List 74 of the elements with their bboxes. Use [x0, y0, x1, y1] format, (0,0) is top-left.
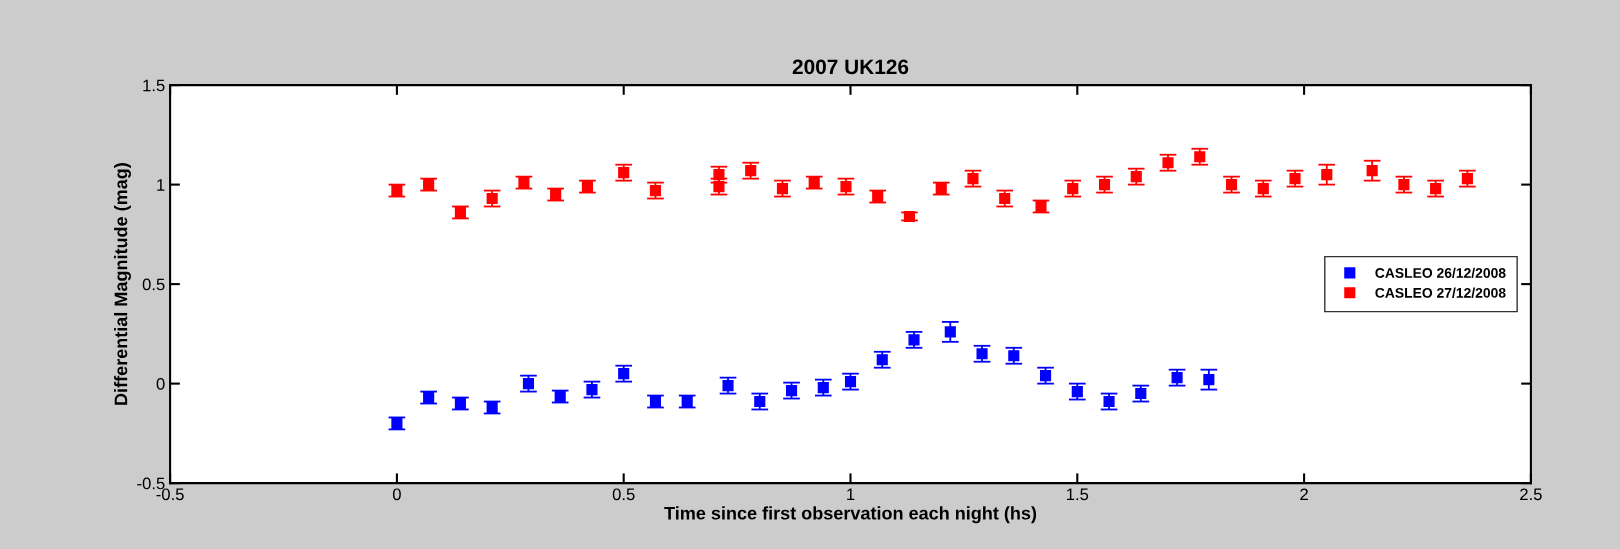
point: [1067, 183, 1079, 195]
y-tick-label: 1: [157, 179, 165, 191]
point: [967, 173, 979, 185]
point: [423, 391, 435, 404]
point: [618, 167, 630, 179]
chart-title: 2007 UK126: [792, 59, 909, 75]
point: [1171, 372, 1183, 384]
point: [776, 183, 789, 195]
point: [649, 185, 662, 197]
point: [518, 177, 530, 189]
x-tick-label: 1: [847, 488, 855, 501]
point: [454, 206, 466, 219]
point: [1257, 183, 1269, 195]
point: [522, 378, 535, 390]
point: [486, 401, 498, 414]
point: [1162, 157, 1174, 169]
y-tick-label: -0.5: [137, 477, 165, 490]
point: [1008, 350, 1020, 362]
point: [844, 376, 857, 388]
x-axis-title: Time since first observation each night (hs): [664, 506, 1037, 524]
point: [935, 183, 947, 195]
point: [581, 181, 593, 193]
point: [1366, 165, 1378, 177]
point: [1103, 395, 1115, 408]
y-tick-label: 0.5: [142, 278, 165, 291]
point: [1461, 173, 1473, 185]
point: [391, 185, 403, 197]
legend-label: CASLEO 26/12/2008: [1375, 267, 1506, 279]
point: [999, 192, 1011, 205]
point: [713, 181, 725, 193]
point: [944, 326, 956, 338]
y-tick-label: 0: [156, 378, 165, 390]
point: [586, 384, 598, 396]
point: [908, 334, 920, 346]
point: [486, 192, 498, 205]
point: [454, 397, 466, 410]
x-tick-label: 2.5: [1520, 488, 1542, 501]
point: [681, 395, 693, 408]
point: [1225, 179, 1238, 191]
x-tick-label: 0.5: [612, 488, 635, 501]
point: [808, 177, 820, 189]
point: [754, 395, 766, 408]
point: [745, 165, 757, 177]
y-axis-title: Differential Magnitude (mag): [114, 163, 131, 405]
point: [1098, 179, 1111, 191]
point: [1130, 171, 1142, 183]
point: [1321, 169, 1333, 181]
x-tick-label: 2: [1300, 488, 1308, 501]
legend-label: CASLEO 27/12/2008: [1375, 287, 1506, 298]
point: [1398, 179, 1410, 191]
y-tick-label: 1.5: [143, 79, 165, 92]
point: [817, 382, 829, 394]
point: [785, 385, 798, 397]
point: [872, 190, 884, 203]
point: [1194, 151, 1206, 163]
point: [876, 354, 888, 366]
point: [722, 380, 734, 392]
point: [1289, 173, 1301, 185]
point: [554, 390, 566, 403]
point: [618, 368, 630, 380]
point: [423, 179, 435, 191]
point: [550, 188, 562, 201]
point: [713, 169, 725, 181]
x-tick-label: 0: [392, 488, 401, 501]
point: [1203, 374, 1215, 386]
point: [1035, 200, 1047, 213]
point: [1135, 388, 1147, 400]
point: [1071, 386, 1083, 398]
point: [1430, 183, 1442, 195]
point: [1039, 370, 1052, 382]
point: [391, 417, 403, 429]
point: [840, 181, 852, 193]
x-tick-label: 1.5: [1066, 488, 1089, 501]
point: [976, 348, 988, 360]
